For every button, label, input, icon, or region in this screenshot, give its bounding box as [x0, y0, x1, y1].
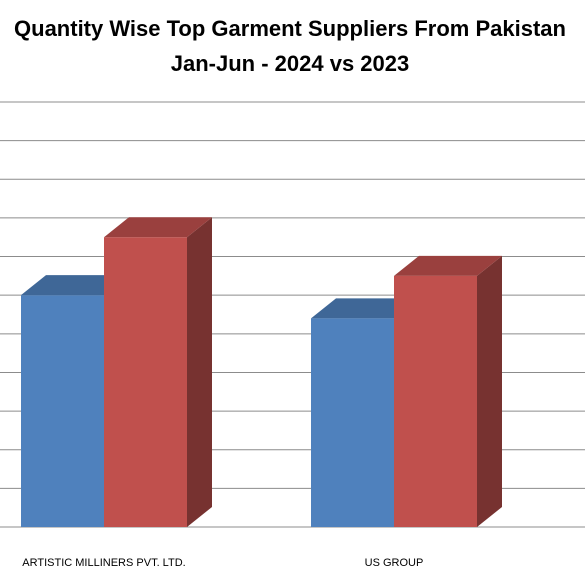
- bar-side: [187, 217, 212, 527]
- bars: [21, 217, 502, 527]
- bar-top: [104, 217, 212, 238]
- bar-front: [394, 275, 477, 527]
- bar-top: [21, 275, 129, 296]
- x-tick-label: US GROUP: [365, 557, 424, 569]
- bar: [394, 255, 502, 527]
- bar-top: [394, 255, 502, 276]
- bar: [104, 217, 212, 527]
- bar-side: [477, 255, 502, 527]
- chart-subtitle: Jan-Jun - 2024 vs 2023: [171, 51, 409, 76]
- category-labels: ARTISTIC MILLINERS PVT. LTD. US GROUP: [22, 557, 423, 569]
- bar-front: [104, 237, 187, 527]
- bar-top: [311, 298, 419, 319]
- x-tick-label: ARTISTIC MILLINERS PVT. LTD.: [22, 557, 185, 569]
- chart-title: Quantity Wise Top Garment Suppliers From…: [14, 16, 566, 41]
- bar-front: [21, 295, 104, 527]
- bar-front: [311, 318, 394, 527]
